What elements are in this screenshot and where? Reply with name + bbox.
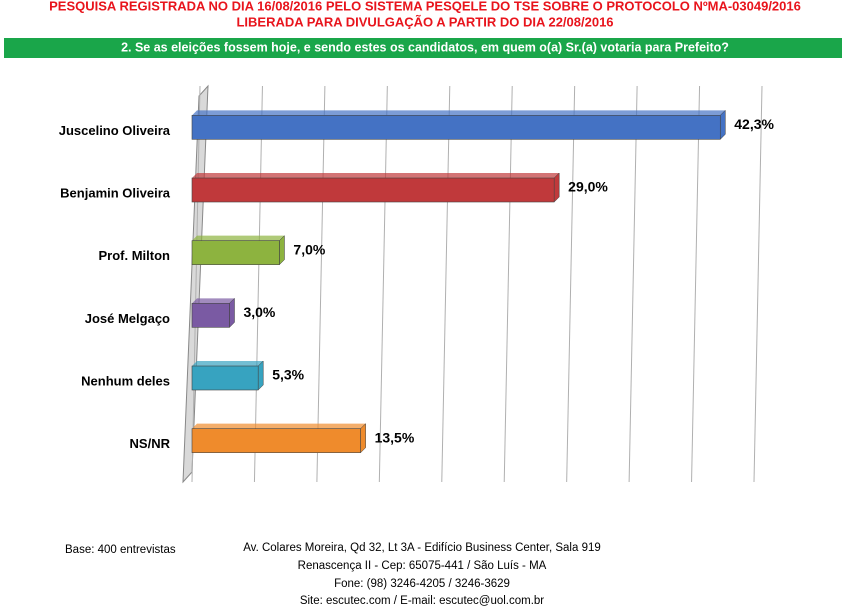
grid-line	[691, 85, 701, 483]
bar-top	[192, 110, 726, 116]
bar	[191, 303, 230, 328]
value-label: 7,0%	[293, 241, 325, 257]
value-label: 29,0%	[568, 179, 608, 195]
bar-side	[720, 109, 726, 140]
bar-side	[257, 360, 264, 391]
bar-top	[192, 361, 264, 366]
bar	[191, 115, 721, 140]
chart-title: 2. Se as eleições fossem hoje, e sendo e…	[121, 40, 729, 54]
grid-line	[753, 85, 763, 483]
grid-line	[253, 85, 263, 483]
bar	[191, 177, 555, 203]
value-label: 42,3%	[734, 116, 774, 132]
bar-top	[192, 423, 366, 429]
category-label: NS/NR	[130, 436, 171, 451]
grid-line	[316, 85, 326, 483]
header-line: PESQUISA REGISTRADA NO DIA 16/08/2016 PE…	[49, 0, 801, 13]
bar-side	[279, 235, 285, 266]
plot: 42,3% Juscelino Oliveira 29,0% Benjamin Oli…	[59, 85, 775, 483]
category-label: Benjamin Oliveira	[60, 185, 171, 200]
category-label: José Melgaço	[85, 311, 170, 326]
value-label: 5,3%	[272, 367, 304, 383]
bar-side	[360, 423, 366, 454]
bar-top	[192, 298, 235, 304]
base-note: Base: 400 entrevistas	[65, 544, 176, 556]
footer-line: Av. Colares Moreira, Qd 32, Lt 3A - Edif…	[243, 542, 601, 554]
question-band	[4, 38, 842, 58]
category-label: Nenhum deles	[81, 373, 170, 388]
footer-line: Renascença II - Cep: 65075-441 / São Luí…	[298, 560, 547, 572]
bar	[191, 428, 361, 453]
header-line: LIBERADA PARA DIVULGAÇÃO A PARTIR DO DIA…	[236, 14, 613, 29]
category-label: Prof. Milton	[99, 248, 171, 263]
grid-line	[566, 85, 576, 483]
bar-side	[229, 297, 235, 328]
footer-line: Fone: (98) 3246-4205 / 3246-3629	[334, 578, 510, 590]
value-label: 13,5%	[375, 429, 415, 445]
grid-line	[503, 85, 513, 483]
bar	[191, 365, 259, 391]
bar-top	[192, 173, 560, 178]
bar-side	[553, 172, 560, 203]
grid-line	[191, 85, 201, 483]
bar	[191, 240, 280, 265]
footer-line: Site: escutec.com / E-mail: escutec@uol.…	[300, 595, 544, 607]
bar-top	[192, 235, 285, 241]
grid-line	[378, 85, 388, 483]
grid-line	[441, 85, 451, 483]
value-label: 3,0%	[243, 304, 275, 320]
grid-line	[628, 85, 638, 483]
category-label: Juscelino Oliveira	[59, 123, 171, 138]
